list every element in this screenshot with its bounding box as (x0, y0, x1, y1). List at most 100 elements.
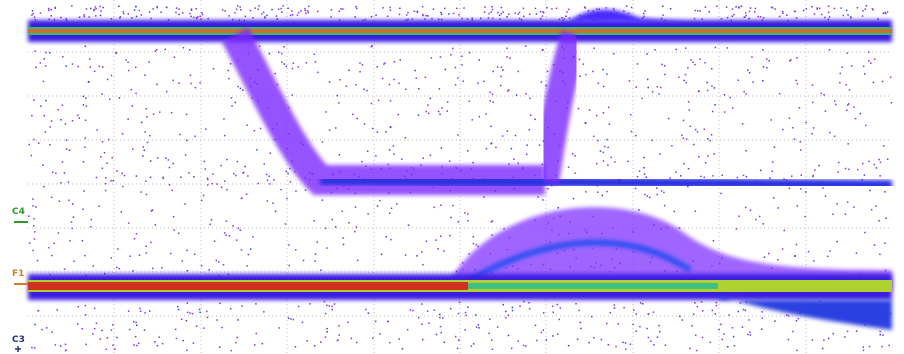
speckle (857, 168, 859, 171)
speckle (354, 230, 356, 233)
speckle (782, 12, 784, 14)
speckle (667, 117, 670, 120)
speckle (630, 130, 633, 133)
speckle (356, 117, 358, 120)
speckle (669, 7, 672, 10)
speckle (256, 149, 258, 151)
speckle (292, 62, 295, 64)
speckle (551, 8, 553, 10)
speckle (65, 18, 68, 20)
speckle (206, 177, 209, 179)
speckle (320, 269, 322, 271)
speckle (440, 331, 442, 334)
speckle (662, 5, 664, 7)
speckle (278, 51, 280, 53)
speckle (732, 107, 734, 109)
speckle (508, 89, 510, 91)
speckle (367, 312, 370, 314)
speckle (215, 259, 218, 262)
speckle (109, 98, 111, 100)
speckle (542, 312, 545, 314)
speckle (165, 157, 167, 159)
speckle (95, 8, 97, 10)
speckle (266, 200, 269, 202)
speckle (306, 10, 309, 12)
speckle (689, 125, 692, 128)
speckle (574, 155, 576, 157)
speckle (726, 47, 729, 49)
speckle (414, 69, 416, 72)
speckle (869, 189, 871, 192)
speckle (496, 326, 499, 328)
speckle (127, 118, 129, 120)
speckle (471, 17, 473, 20)
speckle (156, 5, 158, 8)
speckle (243, 171, 245, 174)
speckle (390, 238, 392, 241)
speckle (152, 267, 154, 270)
speckle (733, 13, 735, 16)
speckle (42, 80, 45, 83)
speckle (712, 240, 715, 242)
speckle (101, 167, 104, 169)
speckle (110, 329, 113, 331)
speckle (60, 16, 62, 19)
speckle (114, 348, 116, 350)
speckle (133, 321, 135, 323)
speckle (487, 17, 490, 19)
speckle (792, 330, 794, 333)
speckle (855, 252, 858, 254)
speckle (135, 66, 137, 69)
speckle (760, 169, 762, 172)
speckle (100, 156, 102, 158)
speckle (837, 171, 839, 173)
speckle (833, 7, 836, 10)
speckle (81, 327, 83, 330)
speckle (284, 223, 287, 225)
speckle (123, 12, 125, 15)
speckle (558, 318, 560, 321)
speckle (33, 99, 35, 101)
speckle (556, 303, 559, 306)
speckle (83, 190, 85, 192)
speckle (204, 168, 207, 170)
speckle (644, 10, 646, 12)
speckle (302, 259, 305, 262)
speckle (104, 272, 106, 275)
speckle (142, 155, 144, 157)
speckle (61, 161, 64, 163)
speckle (170, 111, 173, 114)
speckle (162, 176, 164, 179)
speckle (777, 259, 779, 261)
speckle (252, 236, 254, 238)
speckle (814, 169, 816, 171)
speckle (137, 342, 140, 345)
speckle (685, 82, 687, 84)
speckle (491, 8, 494, 11)
speckle (116, 336, 118, 339)
speckle (602, 151, 605, 154)
speckle (778, 92, 781, 95)
speckle (438, 88, 441, 90)
speckle (236, 160, 239, 163)
speckle (338, 334, 340, 336)
speckle (612, 7, 615, 10)
speckle (519, 305, 521, 307)
speckle (698, 156, 700, 158)
speckle (131, 17, 133, 19)
speckle (93, 9, 95, 12)
speckle (449, 234, 451, 237)
speckle (787, 315, 790, 317)
speckle (596, 114, 598, 117)
speckle (597, 191, 599, 193)
speckle (206, 184, 209, 186)
speckle (416, 11, 419, 14)
speckle (735, 6, 737, 8)
speckle (278, 327, 280, 329)
speckle (741, 123, 744, 125)
speckle (528, 308, 531, 310)
speckle (714, 313, 716, 315)
speckle (505, 310, 507, 313)
speckle (81, 239, 84, 242)
trace-edge (319, 175, 893, 190)
